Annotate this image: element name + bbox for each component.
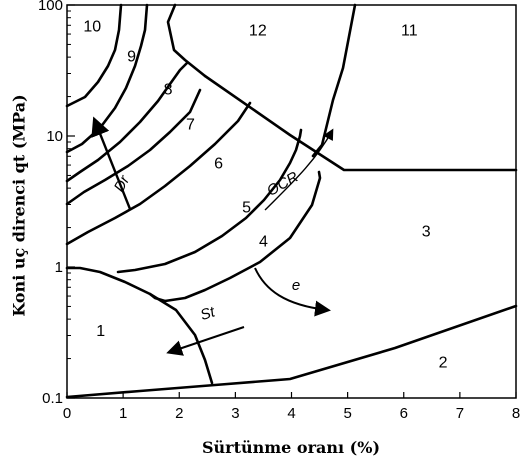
zone-boundary-8 (65, 61, 189, 183)
zone-label-6: 6 (214, 155, 223, 172)
y-tick-label: 10 (46, 128, 63, 145)
y-axis-title-wrap: Koni uç direnci qt (MPa) (2, 5, 36, 405)
zone-boundary-12 (203, 74, 518, 172)
dr-arrow (91, 116, 132, 210)
zone-boundary-6 (65, 101, 252, 246)
y-axis-title: Koni uç direnci qt (MPa) (9, 93, 29, 317)
e-label: e (292, 277, 300, 294)
zone-label-8: 8 (164, 82, 173, 99)
trend-arrows (91, 116, 334, 356)
x-tick-label: 1 (119, 405, 127, 422)
x-tick-label: 0 (63, 405, 71, 422)
x-tick-label: 5 (343, 405, 351, 422)
zone-boundary-7 (65, 88, 202, 206)
x-tick-label: 6 (400, 405, 408, 422)
zone-label-12: 12 (249, 23, 267, 40)
y-axis-ticks: 0.1 1 10 100 (38, 0, 75, 407)
zone-boundary-10 (65, 3, 123, 108)
zone-boundary-3 (148, 292, 167, 303)
st-arrow (166, 326, 245, 356)
ocr-arrow (264, 128, 334, 211)
zone-boundary-1 (65, 304, 518, 399)
st-label: St (198, 303, 218, 324)
x-tick-label: 8 (512, 405, 520, 422)
zone-label-5: 5 (242, 199, 251, 216)
x-axis-ticks: 0 1 2 3 4 5 6 7 8 (63, 392, 520, 422)
zone-boundaries (65, 3, 518, 399)
zone-boundary-2 (65, 266, 214, 385)
zone-label-9: 9 (127, 49, 136, 66)
zone-boundary-13 (311, 3, 357, 158)
x-tick-label: 3 (231, 405, 239, 422)
e-arrow (254, 267, 331, 317)
zone-label-4: 4 (259, 233, 268, 250)
x-axis-title: Sürtünme oranı (%) (201, 438, 381, 457)
y-tick-label: 0.1 (42, 390, 63, 407)
y-tick-label: 1 (55, 259, 63, 276)
zone-label-11: 11 (401, 23, 418, 40)
zone-boundary-9 (65, 3, 149, 154)
zone-label-3: 3 (422, 223, 431, 240)
zone-boundary-4 (163, 170, 322, 303)
x-tick-label: 7 (456, 405, 464, 422)
zone-boundary-5 (116, 128, 303, 274)
y-tick-label: 100 (38, 0, 63, 14)
x-tick-label: 4 (287, 405, 295, 422)
zone-label-1: 1 (96, 323, 105, 340)
zone-label-2: 2 (439, 354, 448, 371)
zone-boundary-11 (166, 3, 207, 78)
x-tick-label: 2 (175, 405, 183, 422)
zone-label-7: 7 (186, 116, 195, 133)
zone-label-10: 10 (83, 18, 101, 35)
